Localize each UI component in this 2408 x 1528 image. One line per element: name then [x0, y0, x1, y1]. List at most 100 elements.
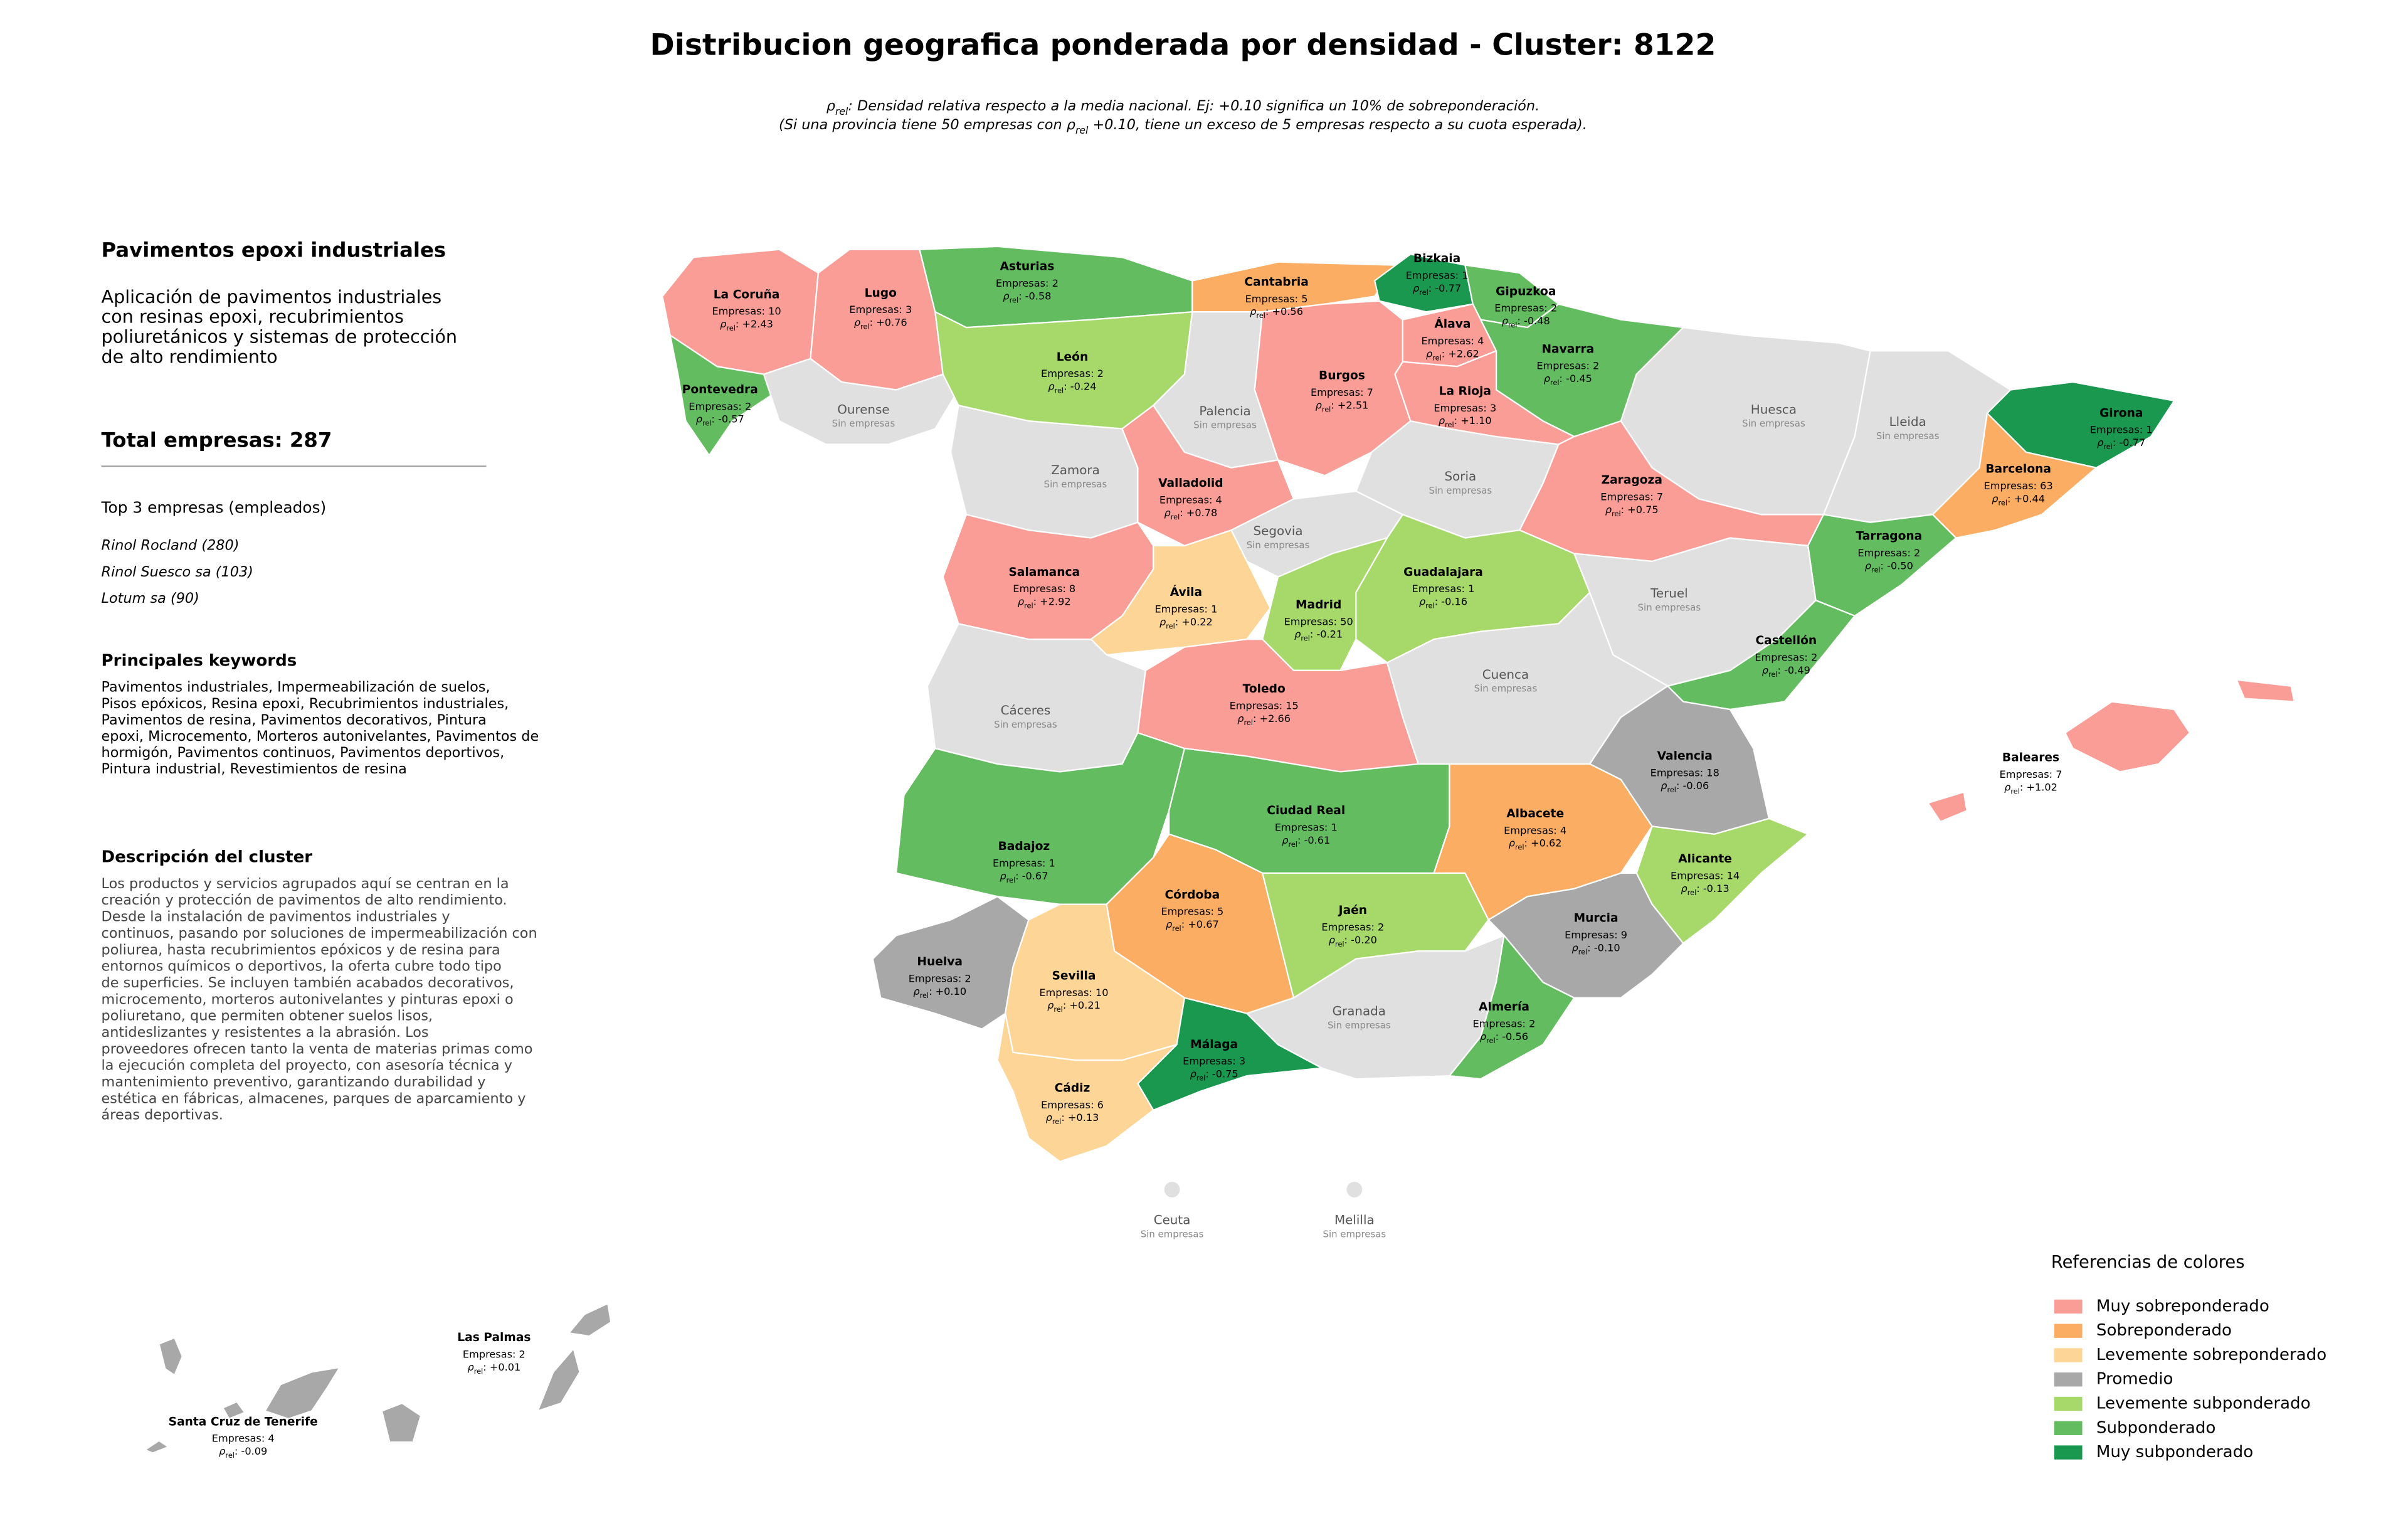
rho-value: -0.09 — [241, 1445, 268, 1457]
province-rho: ρrel: +0.21 — [1047, 999, 1101, 1014]
province-empresas: Empresas: 1 — [1412, 583, 1475, 595]
rho-symbol: ρ — [1159, 615, 1166, 627]
rho-value: -0.61 — [1304, 834, 1331, 846]
rho-separator: : — [1265, 305, 1272, 317]
province-empresas: Empresas: 5 — [1161, 906, 1223, 918]
province-rho: ρrel: -0.06 — [1661, 779, 1709, 793]
rho-separator: : — [1205, 1068, 1212, 1080]
province-empresas: Empresas: 1 — [1275, 821, 1338, 833]
rho-value: -0.77 — [1435, 282, 1461, 294]
keywords-line: hormigón, Pavimentos continuos, Paviment… — [102, 745, 505, 761]
province-empresas: Sin empresas — [832, 418, 895, 429]
panel-intro: Aplicación de pavimentos industriales — [102, 286, 442, 307]
rho-symbol: ρ — [1048, 380, 1055, 392]
rho-symbol: ρ — [1282, 834, 1289, 846]
rho-symbol: ρ — [1661, 779, 1667, 791]
rho-separator: : — [1621, 503, 1628, 515]
description-line: creación y protección de pavimentos de a… — [102, 892, 507, 908]
province-rho: ρrel: -0.58 — [1003, 290, 1051, 304]
rho-symbol: ρ — [1502, 315, 1509, 327]
province-rho: ρrel: +0.62 — [1509, 837, 1562, 851]
rho-subscript: rel — [474, 1367, 483, 1375]
province-shape — [1164, 1182, 1180, 1197]
legend-label: Promedio — [2096, 1370, 2173, 1389]
panel-intro: poliuretánicos y sistemas de protección — [102, 326, 457, 347]
province-rho: ρrel: -0.21 — [1294, 628, 1343, 642]
province-name: Cádiz — [1055, 1081, 1090, 1095]
province-empresas: Empresas: 2 — [1041, 368, 1104, 379]
rho-symbol: ρ — [1762, 664, 1769, 676]
rho-subscript: rel — [1335, 940, 1344, 948]
rho-value: -0.58 — [1025, 290, 1052, 302]
province-empresas: Sin empresas — [1328, 1020, 1391, 1031]
province-empresas: Empresas: 63 — [1984, 480, 2053, 492]
province-rho: ρrel: -0.13 — [1681, 882, 1729, 896]
rho-symbol: ρ — [1480, 1030, 1487, 1042]
description-line: antideslizantes y resistentes a la abras… — [102, 1024, 429, 1041]
rho-symbol: ρ — [1018, 595, 1025, 607]
legend-swatch — [2054, 1299, 2083, 1314]
legend-swatch — [2054, 1372, 2083, 1387]
rho-subscript: rel — [1052, 1118, 1062, 1126]
description-line: la ejecución completa del proyecto, con … — [102, 1058, 512, 1074]
province-name: Valladolid — [1158, 477, 1223, 490]
rho-subscript: rel — [225, 1451, 235, 1460]
legend-label: Levemente sobreponderado — [2096, 1345, 2326, 1364]
province-rho: ρrel: +0.22 — [1159, 615, 1213, 630]
top-item: Rinol Rocland (280) — [102, 538, 240, 554]
rho-value: -0.06 — [1683, 779, 1709, 791]
province-empresas: Empresas: 9 — [1565, 929, 1627, 941]
province-rho: ρrel: +0.75 — [1605, 503, 1659, 517]
rho-symbol: ρ — [1992, 492, 1999, 504]
province-empresas: Empresas: 10 — [712, 305, 781, 317]
province-name: Ourense — [837, 402, 889, 416]
description-line: estética en fábricas, almacenes, parques… — [102, 1090, 526, 1106]
province-name: Baleares — [2002, 751, 2059, 765]
rho-separator: : — [1676, 779, 1683, 791]
rho-symbol: ρ — [720, 318, 727, 330]
province-name: León — [1057, 351, 1089, 364]
rho-separator: : — [1560, 373, 1566, 385]
province-rho: ρrel: +0.01 — [467, 1361, 520, 1375]
province-rho: ρrel: -0.09 — [219, 1445, 267, 1460]
legend-label: Muy subponderado — [2096, 1443, 2253, 1462]
rho-subscript: rel — [2010, 787, 2020, 795]
province-rho: ρrel: +0.67 — [1166, 918, 1219, 933]
province-name: Navarra — [1541, 342, 1594, 356]
province-name: Bizkaia — [1413, 252, 1460, 265]
province-empresas: Empresas: 2 — [1857, 547, 1920, 559]
province-name: Soria — [1445, 469, 1477, 484]
province-name: Castellón — [1755, 634, 1817, 647]
rho-value: +0.21 — [1069, 999, 1100, 1011]
rho-separator: : — [1018, 290, 1025, 302]
province-empresas: Empresas: 4 — [1159, 494, 1222, 506]
province-empresas: Empresas: 2 — [689, 400, 751, 412]
province-rho: ρrel: -0.75 — [1190, 1068, 1238, 1082]
rho-symbol: ρ — [1572, 942, 1579, 953]
province-rho: ρrel: -0.77 — [1413, 282, 1461, 296]
legend-swatch — [2054, 1396, 2083, 1411]
rho-subscript: rel — [1055, 386, 1064, 395]
province-rho: ρrel: -0.24 — [1048, 380, 1096, 395]
province-name: Barcelona — [1985, 463, 2051, 476]
rho-value: +0.62 — [1531, 837, 1561, 849]
rho-value: -0.21 — [1316, 628, 1343, 640]
description-line: poliuretano, que permiten obtener suelos… — [102, 1008, 433, 1024]
province-empresas: Empresas: 4 — [212, 1433, 275, 1445]
province-rho: ρrel: +1.10 — [1439, 415, 1492, 429]
rho-symbol: ρ — [696, 413, 703, 425]
province-empresas: Empresas: 3 — [1183, 1055, 1245, 1067]
province-name: Jaén — [1338, 904, 1367, 917]
rho-symbol: ρ — [1190, 1068, 1197, 1080]
rho-subscript: rel — [1244, 718, 1254, 726]
rho-subscript: rel — [1612, 509, 1621, 517]
rho-separator: : — [711, 413, 718, 425]
rho-subscript: rel — [1171, 512, 1180, 521]
province-name: Teruel — [1650, 586, 1688, 601]
rho-symbol: ρ — [467, 1361, 474, 1372]
province-rho: ρrel: -0.45 — [1544, 373, 1592, 387]
province-empresas: Empresas: 18 — [1650, 767, 1719, 778]
rho-value: -0.13 — [1703, 882, 1729, 894]
rho-value: +1.10 — [1460, 415, 1491, 427]
province-empresas: Empresas: 2 — [1755, 651, 1817, 663]
